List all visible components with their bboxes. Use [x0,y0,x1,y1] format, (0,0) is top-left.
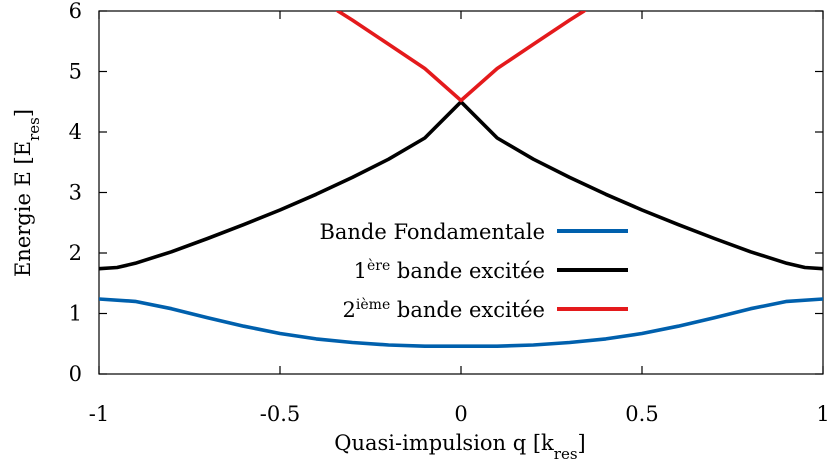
x-axis-label-close: ] [578,431,586,455]
legend-first-post: bande excitée [390,259,545,283]
y-axis-label-sub: res [25,117,43,141]
series-line-ground-band [99,297,823,349]
y-axis-label-close: ] [11,109,35,117]
x-tick-label: 0.5 [625,402,658,426]
legend: Bande Fondamentale 1ère bande excitée 2i… [319,220,628,322]
x-tick-label: -1 [89,402,109,426]
legend-first-sup: ère [367,258,390,274]
y-tick-label: 6 [69,0,82,23]
series-line-second-excited-band [336,11,586,103]
x-axis-label-main: Quasi-impulsion q [k [334,431,554,455]
axis-ticks [98,10,824,375]
x-tick-label: -0.5 [260,402,301,426]
x-axis-label-sub: res [554,445,578,463]
y-tick-label: 2 [69,241,82,265]
y-tick-label: 1 [69,302,82,326]
x-tick-label: 0 [454,402,467,426]
legend-label-second-excited-band: 2ième bande excitée [343,297,545,322]
tick-labels: -1 -0.5 0 0.5 1 0 1 2 3 4 5 6 [69,0,830,426]
legend-second-post: bande excitée [390,298,545,322]
y-tick-label: 4 [69,120,82,144]
legend-label-first-excited-band: 1ère bande excitée [354,258,545,283]
legend-label-ground-band: Bande Fondamentale [319,220,545,244]
x-axis-label: Quasi-impulsion q [kres] [334,431,586,463]
legend-second-sup: ième [356,297,390,313]
y-axis-label-main: Energie E [E [11,141,35,277]
x-tick-label: 1 [816,402,829,426]
y-tick-label: 5 [69,60,82,84]
series-lines [99,11,823,349]
legend-second-pre: 2 [343,298,356,322]
y-tick-label: 0 [69,362,82,386]
y-axis-label: Energie E [Eres] [11,109,43,277]
y-tick-label: 3 [69,181,82,205]
legend-first-pre: 1 [354,259,367,283]
